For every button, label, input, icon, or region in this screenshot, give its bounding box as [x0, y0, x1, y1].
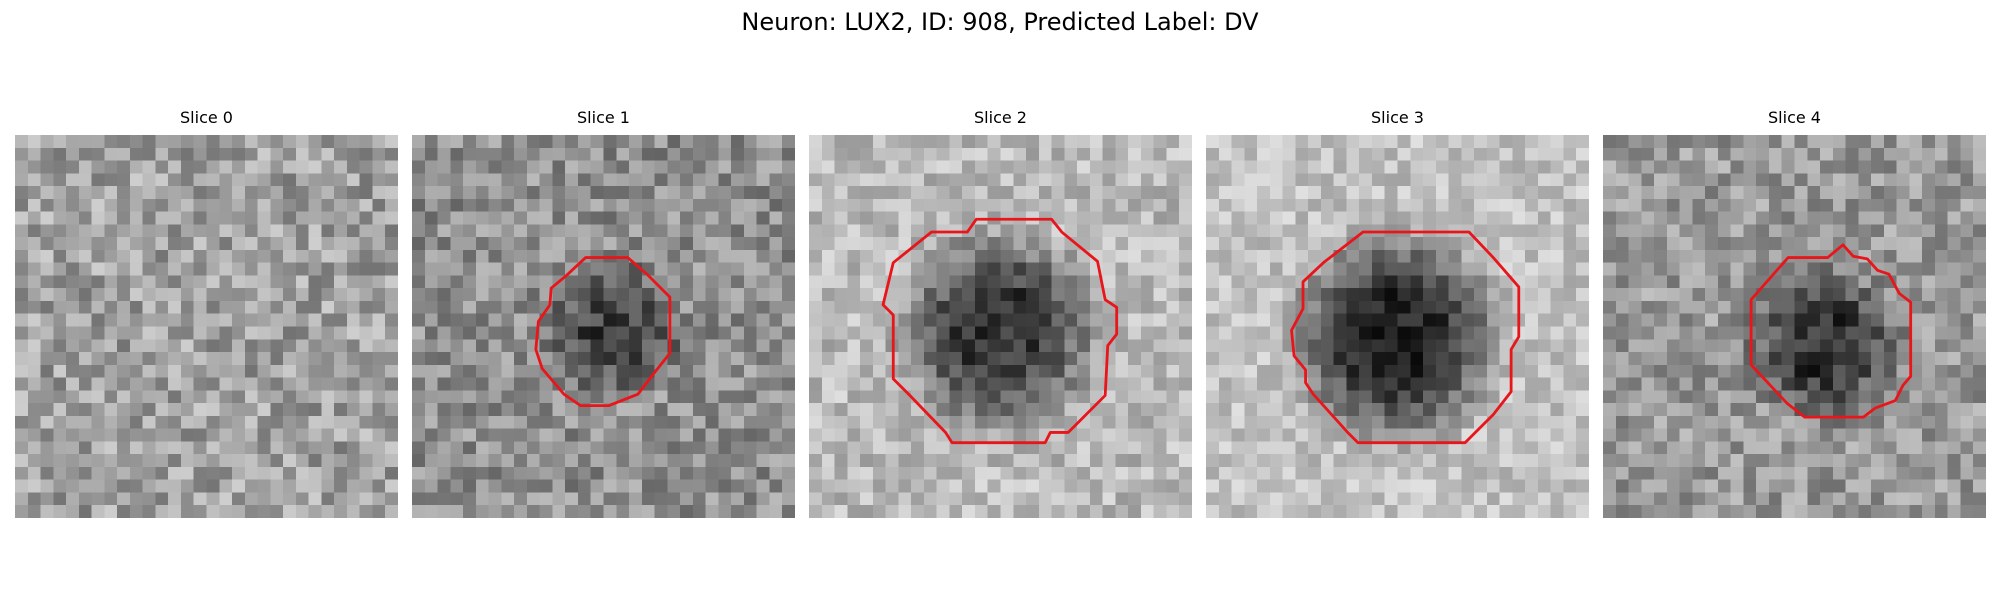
slice-panel-4: Slice 4: [1603, 108, 1986, 518]
slice-panel-2: Slice 2: [809, 108, 1192, 518]
slice-title: Slice 0: [180, 108, 233, 127]
slice-title: Slice 3: [1371, 108, 1424, 127]
slice-image: [1603, 135, 1986, 518]
image-pixels: [809, 135, 1192, 518]
slice-image: [1206, 135, 1589, 518]
image-pixels: [1603, 135, 1986, 518]
slice-panel-0: Slice 0: [15, 108, 398, 518]
roi-contour: [1749, 243, 1913, 419]
slice-image: [809, 135, 1192, 518]
slice-image: [15, 135, 398, 518]
slice-title: Slice 4: [1768, 108, 1821, 127]
slice-image: [412, 135, 795, 518]
slice-panel-3: Slice 3: [1206, 108, 1589, 518]
roi-contour: [534, 256, 672, 408]
image-pixels: [1206, 135, 1589, 518]
slice-title: Slice 1: [577, 108, 630, 127]
figure-title: Neuron: LUX2, ID: 908, Predicted Label: …: [741, 8, 1259, 36]
image-pixels: [412, 135, 795, 518]
slice-title: Slice 2: [974, 108, 1027, 127]
roi-contour: [881, 217, 1119, 445]
slice-panel-1: Slice 1: [412, 108, 795, 518]
roi-contour: [1290, 230, 1521, 445]
image-pixels: [15, 135, 398, 518]
